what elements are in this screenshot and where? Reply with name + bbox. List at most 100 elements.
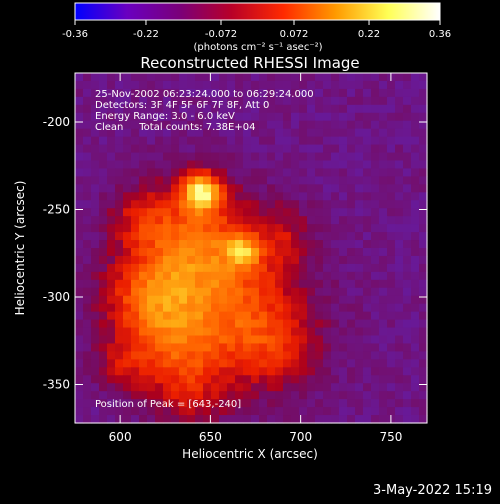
heatmap-cell bbox=[251, 168, 260, 177]
heatmap-cell bbox=[283, 343, 292, 352]
heatmap-cell bbox=[155, 144, 164, 154]
heatmap-cell bbox=[355, 383, 364, 392]
heatmap-cell bbox=[251, 136, 260, 146]
heatmap-cell bbox=[211, 287, 220, 297]
heatmap-cell bbox=[251, 208, 260, 217]
heatmap-cell bbox=[371, 375, 380, 384]
heatmap-cell bbox=[107, 200, 116, 209]
heatmap-cell bbox=[195, 319, 204, 329]
heatmap-cell bbox=[339, 263, 348, 273]
heatmap-cell bbox=[291, 287, 300, 297]
heatmap-cell bbox=[123, 351, 132, 360]
heatmap-cell bbox=[363, 295, 372, 305]
heatmap-cell bbox=[99, 383, 108, 392]
heatmap-cell bbox=[299, 248, 308, 257]
heatmap-cell bbox=[83, 415, 92, 424]
heatmap-cell bbox=[267, 399, 276, 408]
heatmap-cell bbox=[355, 176, 364, 185]
heatmap-cell bbox=[131, 192, 140, 201]
heatmap-cell bbox=[363, 112, 372, 122]
heatmap-cell bbox=[299, 216, 308, 225]
heatmap-cell bbox=[307, 73, 316, 82]
heatmap-cell bbox=[347, 271, 356, 281]
heatmap-cell bbox=[251, 152, 260, 162]
heatmap-cell bbox=[235, 128, 244, 138]
heatmap-cell bbox=[339, 104, 348, 114]
heatmap-cell bbox=[371, 88, 380, 98]
heatmap-cell bbox=[419, 144, 428, 154]
heatmap-cell bbox=[419, 279, 428, 289]
heatmap-cell bbox=[83, 192, 92, 201]
heatmap-cell bbox=[219, 279, 228, 289]
heatmap-cell bbox=[339, 184, 348, 193]
heatmap-cell bbox=[379, 96, 388, 106]
heatmap-cell bbox=[179, 295, 188, 305]
heatmap-cell bbox=[123, 343, 132, 352]
heatmap-cell bbox=[363, 128, 372, 138]
heatmap-cell bbox=[211, 343, 220, 352]
heatmap-cell bbox=[251, 327, 260, 337]
heatmap-cell bbox=[251, 248, 260, 257]
heatmap-cell bbox=[115, 112, 124, 122]
heatmap-cell bbox=[331, 200, 340, 209]
heatmap-cell bbox=[139, 399, 148, 408]
heatmap-cell bbox=[371, 415, 380, 424]
heatmap-cell bbox=[75, 136, 84, 146]
heatmap-cell bbox=[387, 216, 396, 225]
heatmap-cell bbox=[347, 192, 356, 201]
heatmap-cell bbox=[147, 232, 156, 241]
heatmap-cell bbox=[123, 208, 132, 217]
heatmap-cell bbox=[259, 160, 268, 170]
heatmap-cell bbox=[107, 343, 116, 352]
heatmap-cell bbox=[155, 335, 164, 345]
heatmap-cell bbox=[331, 255, 340, 265]
heatmap-cell bbox=[299, 104, 308, 114]
heatmap-cell bbox=[363, 255, 372, 265]
heatmap-cell bbox=[307, 335, 316, 345]
heatmap-cell bbox=[147, 359, 156, 368]
heatmap-cell bbox=[331, 391, 340, 400]
heatmap-cell bbox=[187, 208, 196, 217]
heatmap-cell bbox=[131, 391, 140, 400]
heatmap-cell bbox=[187, 136, 196, 146]
heatmap-cell bbox=[131, 216, 140, 225]
heatmap-cell bbox=[299, 144, 308, 154]
heatmap-cell bbox=[259, 383, 268, 392]
heatmap-cell bbox=[131, 327, 140, 337]
heatmap-cell bbox=[243, 152, 252, 162]
heatmap-cell bbox=[155, 351, 164, 360]
heatmap-cell bbox=[323, 279, 332, 289]
heatmap-cell bbox=[387, 319, 396, 329]
heatmap-cell bbox=[107, 351, 116, 360]
heatmap-cell bbox=[155, 391, 164, 400]
heatmap-cell bbox=[203, 343, 212, 352]
heatmap-cell bbox=[155, 168, 164, 177]
heatmap-cell bbox=[419, 224, 428, 233]
heatmap-cell bbox=[387, 407, 396, 416]
heatmap-cell bbox=[75, 399, 84, 408]
heatmap-cell bbox=[115, 295, 124, 305]
heatmap-cell bbox=[323, 271, 332, 281]
heatmap-cell bbox=[371, 208, 380, 217]
heatmap-cell bbox=[195, 104, 204, 114]
heatmap-cell bbox=[235, 367, 244, 376]
heatmap-cell bbox=[419, 192, 428, 201]
heatmap-cell bbox=[291, 311, 300, 321]
heatmap-cell bbox=[395, 73, 404, 82]
heatmap-cell bbox=[307, 343, 316, 352]
heatmap-cell bbox=[187, 224, 196, 233]
heatmap-cell bbox=[195, 391, 204, 400]
heatmap-cell bbox=[243, 311, 252, 321]
heatmap-cell bbox=[371, 160, 380, 170]
heatmap-image bbox=[75, 73, 428, 424]
heatmap-cell bbox=[163, 216, 172, 225]
heatmap-cell bbox=[355, 319, 364, 329]
heatmap-cell bbox=[291, 271, 300, 281]
heatmap-cell bbox=[203, 216, 212, 225]
heatmap-cell bbox=[267, 240, 276, 249]
heatmap-cell bbox=[219, 287, 228, 297]
heatmap-cell bbox=[203, 144, 212, 154]
heatmap-cell bbox=[251, 279, 260, 289]
heatmap-cell bbox=[411, 343, 420, 352]
heatmap-cell bbox=[419, 112, 428, 122]
